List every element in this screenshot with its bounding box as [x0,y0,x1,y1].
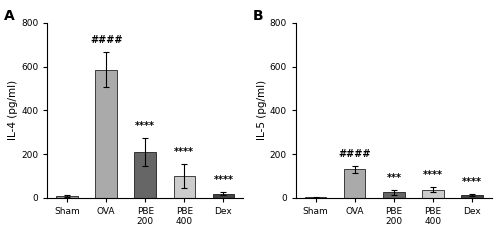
Text: ####: #### [338,149,371,158]
Text: B: B [253,9,264,23]
Bar [56,196,78,198]
Bar [344,169,366,198]
Bar [134,152,156,198]
Y-axis label: IL-4 (pg/ml): IL-4 (pg/ml) [8,80,18,140]
Bar [462,195,483,198]
Text: ****: **** [174,147,195,157]
Bar [383,192,404,198]
Text: ####: #### [90,35,122,45]
Bar [174,176,195,198]
Text: ***: *** [386,173,402,183]
Text: ****: **** [214,175,234,185]
Bar [212,194,234,198]
Bar [96,70,117,198]
Bar [422,190,444,198]
Bar [305,197,326,198]
Text: ****: **** [423,170,443,180]
Text: ****: **** [135,121,155,131]
Text: ****: **** [462,177,482,187]
Text: A: A [4,9,15,23]
Y-axis label: IL-5 (pg/ml): IL-5 (pg/ml) [257,80,267,140]
